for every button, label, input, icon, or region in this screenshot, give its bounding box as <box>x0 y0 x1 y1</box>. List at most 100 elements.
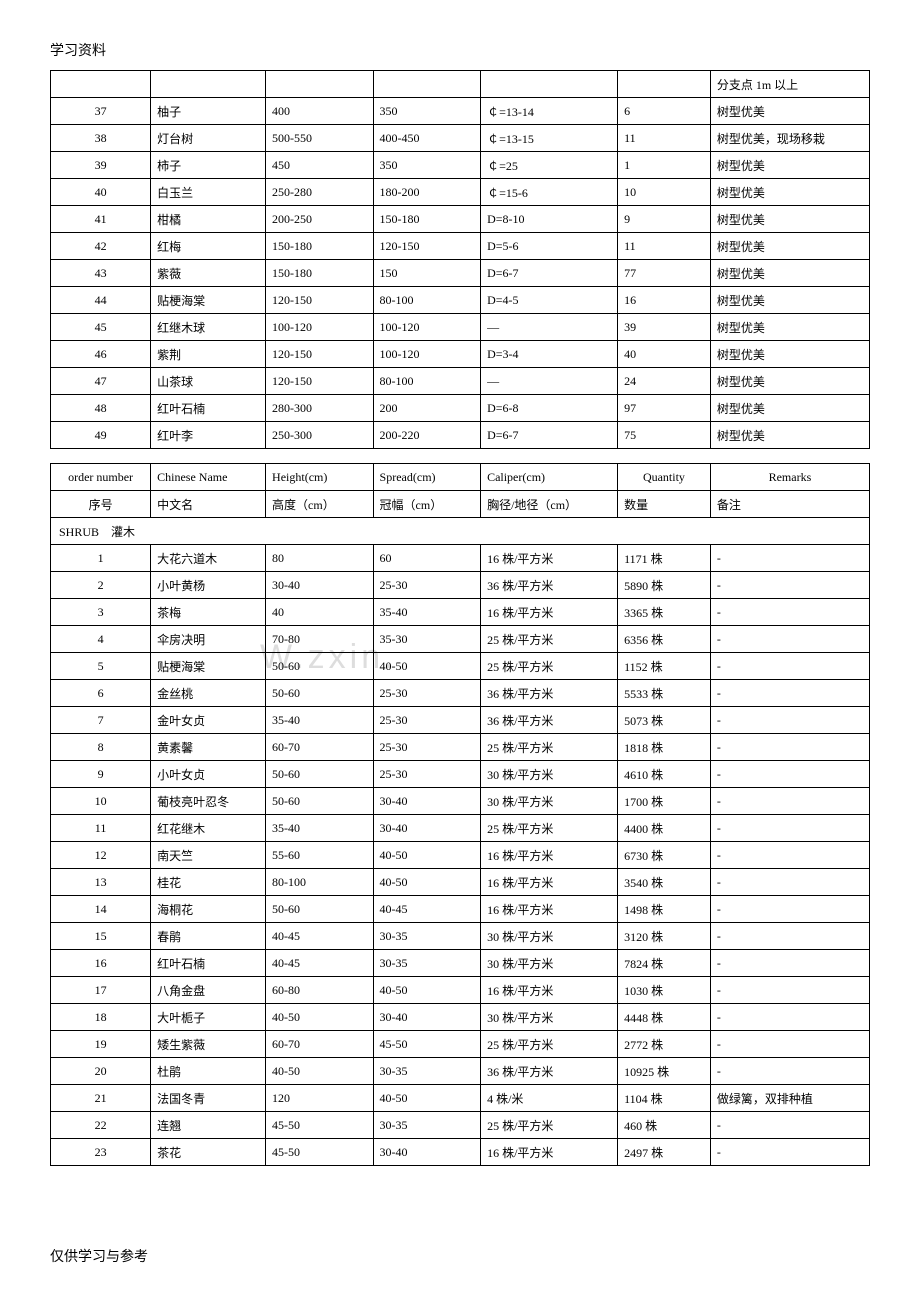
cell-qty: 7824 株 <box>618 950 711 977</box>
col-caliper-zh: 胸径/地径（cm） <box>481 491 618 518</box>
cell-remark: 树型优美 <box>710 233 869 260</box>
cell-number: 14 <box>51 896 151 923</box>
cell-qty: 40 <box>618 341 711 368</box>
cell-name: 春鹃 <box>151 923 266 950</box>
page-footer: 仅供学习与参考 <box>50 1246 870 1266</box>
cell-name: 灯台树 <box>151 125 266 152</box>
table-row: 18大叶栀子40-5030-4030 株/平方米4448 株- <box>51 1004 870 1031</box>
cell-number: 47 <box>51 368 151 395</box>
cell-remark: 做绿篱，双排种植 <box>710 1085 869 1112</box>
cell-name: 伞房决明 <box>151 626 266 653</box>
cell-caliper: 36 株/平方米 <box>481 1058 618 1085</box>
shrubs-table: order number Chinese Name Height(cm) Spr… <box>50 463 870 1166</box>
cell-remark: - <box>710 572 869 599</box>
table-row-continuation: 分支点 1m 以上 <box>51 71 870 98</box>
cell-number: 23 <box>51 1139 151 1166</box>
col-order-zh: 序号 <box>51 491 151 518</box>
cell-qty: 9 <box>618 206 711 233</box>
cell-number: 39 <box>51 152 151 179</box>
cell-spread: 40-50 <box>373 653 481 680</box>
cell-qty: 2497 株 <box>618 1139 711 1166</box>
cell-name: 黄素馨 <box>151 734 266 761</box>
cell-number: 17 <box>51 977 151 1004</box>
cell-qty: 97 <box>618 395 711 422</box>
col-spread-zh: 冠幅（cm） <box>373 491 481 518</box>
cell-remark: - <box>710 599 869 626</box>
cell-name: 小叶黄杨 <box>151 572 266 599</box>
cell-height: 80-100 <box>266 869 374 896</box>
cell-number: 15 <box>51 923 151 950</box>
col-name-en: Chinese Name <box>151 464 266 491</box>
table-row: 7金叶女贞35-4025-3036 株/平方米5073 株- <box>51 707 870 734</box>
cell-qty: 16 <box>618 287 711 314</box>
cell-caliper: 36 株/平方米 <box>481 707 618 734</box>
cell-qty: 1818 株 <box>618 734 711 761</box>
cell-spread: 40-50 <box>373 977 481 1004</box>
cell-caliper: 30 株/平方米 <box>481 1004 618 1031</box>
section-row: SHRUB 灌木 <box>51 518 870 545</box>
cell-name: 法国冬青 <box>151 1085 266 1112</box>
cell-caliper: D=6-7 <box>481 260 618 287</box>
cell-caliper: 16 株/平方米 <box>481 545 618 572</box>
cell-remark: - <box>710 626 869 653</box>
cell-qty: 77 <box>618 260 711 287</box>
table-row: 5贴梗海棠50-6040-5025 株/平方米1152 株- <box>51 653 870 680</box>
cell-qty: 3365 株 <box>618 599 711 626</box>
cell-name: 柑橘 <box>151 206 266 233</box>
cell-height: 500-550 <box>266 125 374 152</box>
cell-number: 41 <box>51 206 151 233</box>
cell-spread: 200-220 <box>373 422 481 449</box>
cell-height: 60-70 <box>266 734 374 761</box>
cell-height: 30-40 <box>266 572 374 599</box>
cell-caliper: — <box>481 314 618 341</box>
page-header: 学习资料 <box>50 40 870 60</box>
cell-height: 50-60 <box>266 788 374 815</box>
cell-spread: 60 <box>373 545 481 572</box>
cell-name: 贴梗海棠 <box>151 287 266 314</box>
cell-remark: 树型优美 <box>710 179 869 206</box>
cell-number: 13 <box>51 869 151 896</box>
cell-spread: 150-180 <box>373 206 481 233</box>
cell-remark: - <box>710 707 869 734</box>
cell-caliper: 30 株/平方米 <box>481 788 618 815</box>
cell-spread: 100-120 <box>373 314 481 341</box>
cell-remark: - <box>710 653 869 680</box>
cell-spread: 150 <box>373 260 481 287</box>
col-height-en: Height(cm) <box>266 464 374 491</box>
cell-number: 42 <box>51 233 151 260</box>
cell-name: 红叶石楠 <box>151 395 266 422</box>
cell-name: 大叶栀子 <box>151 1004 266 1031</box>
cell-height: 250-300 <box>266 422 374 449</box>
table-row: 10葡枝亮叶忍冬50-6030-4030 株/平方米1700 株- <box>51 788 870 815</box>
cell-spread: 30-35 <box>373 923 481 950</box>
table-row: 3茶梅4035-4016 株/平方米3365 株- <box>51 599 870 626</box>
cell-caliper: 16 株/平方米 <box>481 842 618 869</box>
cell-spread: 350 <box>373 152 481 179</box>
col-qty-en: Quantity <box>618 464 711 491</box>
cell-height: 150-180 <box>266 260 374 287</box>
cell-qty: 1 <box>618 152 711 179</box>
cell-caliper: ￠=13-15 <box>481 125 618 152</box>
cell-remark: 树型优美 <box>710 341 869 368</box>
cell-name: 葡枝亮叶忍冬 <box>151 788 266 815</box>
cell-spread: 120-150 <box>373 233 481 260</box>
cell-qty: 6 <box>618 98 711 125</box>
cell-name: 八角金盘 <box>151 977 266 1004</box>
cell-caliper: 16 株/平方米 <box>481 896 618 923</box>
cell-remark: 树型优美，现场移栽 <box>710 125 869 152</box>
cell-qty: 11 <box>618 125 711 152</box>
cell-spread: 25-30 <box>373 707 481 734</box>
cell-number: 4 <box>51 626 151 653</box>
cell-height: 200-250 <box>266 206 374 233</box>
cell-spread: 30-35 <box>373 950 481 977</box>
cell-name: 红梅 <box>151 233 266 260</box>
cell-spread: 30-35 <box>373 1112 481 1139</box>
cell-remark: 树型优美 <box>710 368 869 395</box>
table-row: 42红梅150-180120-150D=5-611树型优美 <box>51 233 870 260</box>
cell-qty: 1104 株 <box>618 1085 711 1112</box>
cell-height: 250-280 <box>266 179 374 206</box>
cell-name: 红花继木 <box>151 815 266 842</box>
cell-caliper: 30 株/平方米 <box>481 761 618 788</box>
cell-height: 450 <box>266 152 374 179</box>
cell-height: 45-50 <box>266 1112 374 1139</box>
